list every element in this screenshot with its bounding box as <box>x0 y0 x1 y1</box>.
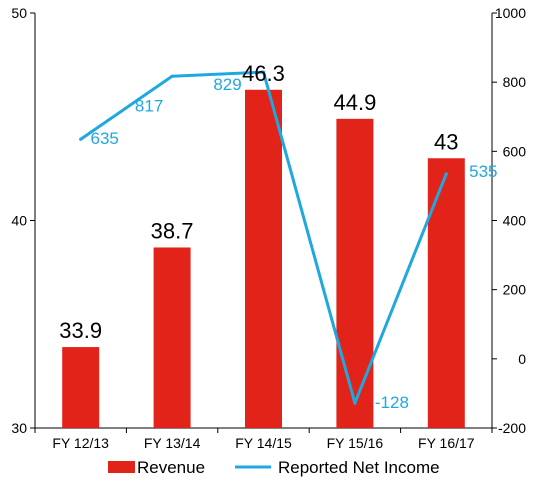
right-tick-label: 200 <box>503 282 527 298</box>
revenue-bar-label: 33.9 <box>59 318 102 343</box>
revenue-bar <box>153 247 191 428</box>
left-tick-label: 40 <box>11 213 27 229</box>
data-labels-layer: 33.9 38.7 46.3 44.9 43 635 817 829 -128 535 <box>59 61 497 412</box>
revenue-bar-label: 43 <box>434 129 458 154</box>
net-income-point <box>79 137 83 141</box>
right-tick-label: 1000 <box>495 5 526 21</box>
net-income-label: -128 <box>375 393 409 412</box>
left-tick-label: 50 <box>11 5 27 21</box>
legend-net-income-label: Reported Net Income <box>278 458 440 477</box>
net-income-label: 635 <box>91 129 119 148</box>
net-income-point <box>261 70 266 74</box>
revenue-bar-label: 38.7 <box>151 218 194 243</box>
axes-layer: 30 40 50 -200 0 200 400 600 800 1000 FY 12/13 FY 13… <box>11 5 526 451</box>
net-income-point <box>353 401 357 405</box>
legend-revenue-label: Revenue <box>137 458 205 477</box>
line-layer <box>79 70 448 405</box>
right-tick-label: 600 <box>503 143 527 159</box>
x-category-label: FY 15/16 <box>327 435 384 451</box>
x-category-label: FY 13/14 <box>144 435 201 451</box>
net-income-point <box>444 172 448 176</box>
right-tick-label: 800 <box>503 74 527 90</box>
x-category-label: FY 14/15 <box>235 435 292 451</box>
revenue-bar-label: 46.3 <box>242 61 285 86</box>
legend-revenue-swatch <box>108 461 135 473</box>
right-tick-label: 400 <box>503 213 527 229</box>
revenue-bar <box>427 158 465 428</box>
x-category-label: FY 16/17 <box>418 435 475 451</box>
right-tick-label: -200 <box>498 420 526 436</box>
x-category-label: FY 12/13 <box>52 435 109 451</box>
revenue-bar <box>62 347 100 428</box>
bars-layer <box>62 89 465 429</box>
net-income-label: 829 <box>213 75 241 94</box>
right-tick-label: 0 <box>518 351 526 367</box>
net-income-label: 817 <box>135 96 163 115</box>
net-income-label: 535 <box>469 162 497 181</box>
revenue-bar <box>336 118 374 428</box>
left-tick-label: 30 <box>11 420 27 436</box>
net-income-point <box>170 74 174 78</box>
legend: Revenue Reported Net Income <box>108 458 440 477</box>
revenue-bar-label: 44.9 <box>333 90 376 115</box>
revenue-bar <box>245 89 282 429</box>
